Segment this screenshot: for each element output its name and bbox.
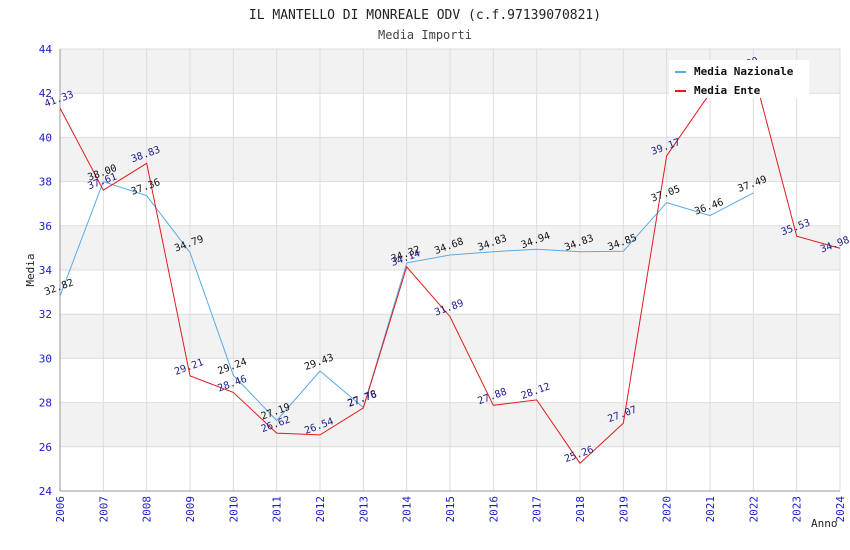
grid-lines xyxy=(59,48,841,492)
x-tick-label: 2024 xyxy=(834,496,847,523)
y-tick-label: 26 xyxy=(39,441,52,454)
legend-label-media-nazionale: Media Nazionale xyxy=(694,65,794,78)
y-tick-label: 42 xyxy=(39,87,52,100)
x-tick-label: 2011 xyxy=(271,496,284,523)
y-tick-label: 44 xyxy=(39,43,53,56)
x-tick-label: 2023 xyxy=(791,496,804,523)
x-tick-label: 2016 xyxy=(487,496,500,522)
x-tick-label: 2014 xyxy=(401,496,414,523)
x-tick-label: 2008 xyxy=(141,496,154,523)
x-tick-label: 2010 xyxy=(227,496,240,523)
x-tick-label: 2019 xyxy=(617,496,630,523)
legend: Media Nazionale Media Ente xyxy=(669,60,809,98)
y-tick-label: 28 xyxy=(39,397,52,410)
x-tick-labels: 2006 2007 2008 2009 2010 2011 2012 2013 2014 2015… xyxy=(54,496,847,523)
x-tick-label: 2006 xyxy=(54,496,67,523)
data-label-media-ente: 28.46 xyxy=(216,374,248,395)
chart-title: IL MANTELLO DI MONREALE ODV (c.f.9713907… xyxy=(249,8,601,23)
y-tick-labels: 24 26 28 30 32 34 36 38 40 42 44 xyxy=(39,43,53,498)
x-tick-label: 2018 xyxy=(574,496,587,523)
x-tick-label: 2017 xyxy=(531,496,544,523)
series-line-media-nazionale xyxy=(60,180,754,422)
y-tick-label: 32 xyxy=(39,308,52,321)
x-tick-label: 2022 xyxy=(747,496,760,523)
legend-label-media-ente: Media Ente xyxy=(694,84,761,97)
x-tick-label: 2007 xyxy=(97,496,110,523)
data-label-media-ente: 28.12 xyxy=(520,381,552,402)
x-tick-label: 2021 xyxy=(704,496,717,523)
chart-subtitle: Media Importi xyxy=(378,28,472,42)
y-axis-title: Media xyxy=(24,253,37,286)
data-label-media-nazionale: 37.05 xyxy=(650,184,682,205)
data-label-media-nazionale: 32.82 xyxy=(43,277,75,298)
x-tick-label: 2020 xyxy=(661,496,674,523)
y-tick-label: 38 xyxy=(39,176,52,189)
y-tick-label: 36 xyxy=(39,220,52,233)
data-label-media-nazionale: 36.46 xyxy=(693,197,725,218)
legend-box xyxy=(669,60,809,98)
y-tick-label: 34 xyxy=(39,264,53,277)
y-tick-label: 40 xyxy=(39,131,52,144)
y-tick-label: 30 xyxy=(39,352,52,365)
x-axis-title: Anno xyxy=(811,517,838,530)
data-label-media-ente: 29.21 xyxy=(173,357,205,378)
y-tick-label: 24 xyxy=(39,485,53,498)
x-tick-label: 2013 xyxy=(357,496,370,523)
x-tick-label: 2015 xyxy=(444,496,457,523)
x-tick-label: 2012 xyxy=(314,496,327,523)
x-tick-label: 2009 xyxy=(184,496,197,523)
